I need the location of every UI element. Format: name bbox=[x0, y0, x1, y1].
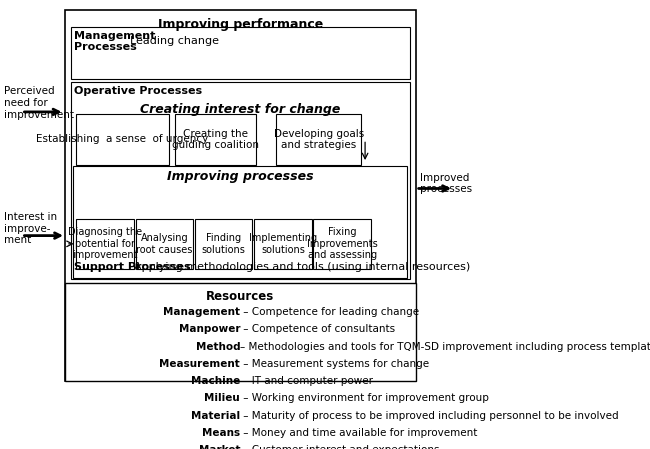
FancyBboxPatch shape bbox=[64, 10, 416, 381]
Text: – Maturity of process to be improved including personnel to be involved: – Maturity of process to be improved inc… bbox=[240, 411, 619, 421]
Text: Diagnosing the
potential for
improvement: Diagnosing the potential for improvement bbox=[68, 227, 142, 260]
Text: – Competence of consultants: – Competence of consultants bbox=[240, 324, 395, 335]
FancyBboxPatch shape bbox=[175, 114, 256, 165]
Text: Improved
processes: Improved processes bbox=[419, 173, 472, 194]
FancyBboxPatch shape bbox=[77, 219, 134, 269]
FancyBboxPatch shape bbox=[71, 83, 410, 279]
Text: Interest in
improve-
ment: Interest in improve- ment bbox=[4, 212, 57, 245]
FancyBboxPatch shape bbox=[64, 283, 416, 381]
Text: Analysing
root causes: Analysing root causes bbox=[136, 233, 192, 255]
Text: Support Processes: Support Processes bbox=[73, 262, 190, 272]
Text: Manpower: Manpower bbox=[179, 324, 240, 335]
Text: Measurement: Measurement bbox=[159, 359, 240, 369]
Text: Implementing
solutions: Implementing solutions bbox=[249, 233, 317, 255]
Text: Developing goals
and strategies: Developing goals and strategies bbox=[274, 128, 364, 150]
Text: – IT and computer power: – IT and computer power bbox=[240, 376, 373, 386]
Text: Operative Processes: Operative Processes bbox=[73, 86, 202, 97]
Text: Fixing
Improvements
and assessing: Fixing Improvements and assessing bbox=[307, 227, 378, 260]
Text: Material: Material bbox=[191, 411, 240, 421]
FancyBboxPatch shape bbox=[136, 219, 193, 269]
Text: – Working environment for improvement group: – Working environment for improvement gr… bbox=[240, 393, 489, 404]
Text: – Measurement systems for change: – Measurement systems for change bbox=[240, 359, 429, 369]
FancyBboxPatch shape bbox=[313, 219, 370, 269]
Text: – Money and time available for improvement: – Money and time available for improveme… bbox=[240, 428, 478, 438]
Text: Leading change: Leading change bbox=[131, 36, 220, 46]
Text: Finding
solutions: Finding solutions bbox=[202, 233, 246, 255]
Text: – Methodologies and tools for TQM-SD improvement including process templates: – Methodologies and tools for TQM-SD imp… bbox=[240, 342, 650, 352]
Text: Market: Market bbox=[199, 445, 240, 449]
Text: Means: Means bbox=[202, 428, 240, 438]
Text: Management
Processes: Management Processes bbox=[73, 31, 155, 52]
FancyBboxPatch shape bbox=[71, 27, 410, 79]
Text: Improving processes: Improving processes bbox=[166, 171, 313, 184]
Text: Resources: Resources bbox=[206, 290, 274, 303]
Text: Establishing  a sense  of urgency: Establishing a sense of urgency bbox=[36, 134, 208, 145]
FancyBboxPatch shape bbox=[254, 219, 311, 269]
FancyBboxPatch shape bbox=[276, 114, 361, 165]
Text: – Customer interest and expectations: – Customer interest and expectations bbox=[240, 445, 439, 449]
Text: Method: Method bbox=[196, 342, 240, 352]
Text: Applying methodologies and tools (using internal resources): Applying methodologies and tools (using … bbox=[135, 262, 471, 272]
FancyBboxPatch shape bbox=[73, 167, 407, 277]
FancyBboxPatch shape bbox=[75, 114, 169, 165]
Text: Creating interest for change: Creating interest for change bbox=[140, 103, 341, 116]
Text: Machine: Machine bbox=[191, 376, 240, 386]
Text: Improving performance: Improving performance bbox=[157, 18, 323, 31]
Text: Creating the
guiding coalition: Creating the guiding coalition bbox=[172, 128, 259, 150]
Text: Management: Management bbox=[163, 307, 240, 317]
Text: Perceived
need for
improvement: Perceived need for improvement bbox=[4, 86, 74, 119]
Text: – Competence for leading change: – Competence for leading change bbox=[240, 307, 419, 317]
FancyBboxPatch shape bbox=[195, 219, 252, 269]
Text: Milieu: Milieu bbox=[204, 393, 240, 404]
